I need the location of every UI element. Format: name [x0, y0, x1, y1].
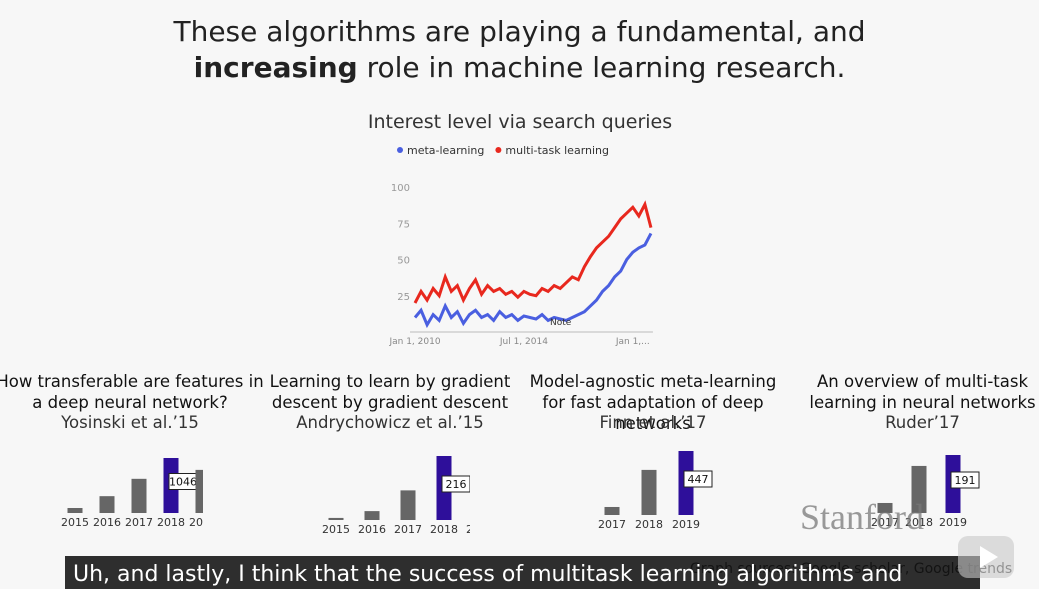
value-label: 216 — [441, 475, 470, 493]
x-tick-label: 2019 — [939, 516, 967, 529]
value-label-text: 447 — [688, 473, 709, 486]
bar — [400, 490, 416, 520]
legend-label: multi-task learning — [505, 144, 609, 157]
legend-dot — [397, 147, 403, 153]
x-tick-label: 2018 — [635, 518, 663, 531]
watermark: Stanford — [800, 497, 924, 537]
title-rest: role in machine learning research. — [366, 51, 846, 84]
paper-title: An overview of multi-task learning in ne… — [809, 372, 1036, 412]
x-tick-label: 2017 — [125, 516, 153, 529]
x-tick-label: 2017 — [598, 518, 626, 531]
bar-chart: 2015 2016 2017 2018 216 2019 — [322, 456, 470, 536]
bar — [364, 511, 380, 520]
slide-title: These algorithms are playing a fundament… — [173, 15, 866, 48]
paper-author: Ruder’17 — [885, 413, 960, 432]
paper-author: Andrychowicz et al.’15 — [296, 413, 484, 432]
value-label-text: 191 — [955, 474, 976, 487]
bar — [328, 517, 344, 520]
chart-title: Interest level via search queries — [368, 111, 672, 133]
x-tick-label: 2018 — [430, 523, 458, 536]
paper-title: Learning to learn by gradient descent by… — [269, 372, 511, 412]
line-series — [413, 200, 653, 304]
value-label-box — [683, 470, 713, 488]
x-tick-label: 2019 — [672, 518, 700, 531]
y-tick-label: 75 — [397, 219, 410, 230]
x-tick-label: 2015 — [322, 523, 350, 536]
value-label: 191 — [950, 471, 980, 489]
x-tick-label: 2019 — [189, 516, 203, 529]
x-tick-label: 2018 — [905, 516, 933, 529]
bar-chart: 2017 2018 2019 191 — [871, 455, 980, 529]
x-tick-label: 2018 — [157, 516, 185, 529]
y-tick-label: 50 — [397, 256, 410, 267]
x-tick-label: 2016 — [358, 523, 386, 536]
paper-title: How transferable are features in a deep … — [0, 372, 264, 412]
play-icon[interactable] — [956, 534, 1016, 580]
line-series — [413, 232, 653, 329]
value-label-box — [441, 475, 470, 493]
value-label-box — [950, 471, 980, 489]
bar — [67, 508, 83, 513]
x-tick-label: 2015 — [61, 516, 89, 529]
value-label: 447 — [683, 470, 713, 488]
paper-title: Model-agnostic meta-learning for fast ad… — [529, 372, 777, 433]
bar — [911, 465, 927, 513]
bar — [99, 496, 115, 513]
bar-chart: 2015 2016 2017 2018 1046 2019 — [61, 458, 203, 529]
x-tick-label: 2019 — [466, 523, 470, 536]
bar — [604, 506, 620, 515]
legend-label: meta-learning — [407, 144, 484, 157]
bar — [641, 469, 657, 515]
x-tick-label: Jan 1,... — [615, 337, 650, 347]
x-tick-label: 2017 — [394, 523, 422, 536]
slide-title-2: increasing role in machine learning rese… — [0, 51, 1039, 84]
bar — [877, 502, 893, 513]
value-label-text: 1046 — [169, 476, 197, 489]
paper-author: Finn et al.’17 — [599, 413, 707, 432]
title-bold: increasing — [193, 51, 358, 84]
line-chart: Interest level via search queries meta-le… — [368, 111, 672, 347]
x-tick-label: 2017 — [871, 516, 899, 529]
annotation: Note — [550, 318, 572, 328]
x-tick-label: Jan 1, 2010 — [388, 337, 440, 347]
y-tick-label: 25 — [397, 292, 410, 303]
bar-chart: 2017 2018 2019 447 — [598, 451, 713, 531]
subtitle-caption: Uh, and lastly, I think that the success… — [65, 556, 980, 589]
paper-author: Yosinski et al.’15 — [61, 413, 199, 432]
bar — [131, 478, 147, 513]
bar — [195, 469, 203, 513]
value-label-text: 216 — [446, 478, 467, 491]
x-tick-label: 2016 — [93, 516, 121, 529]
x-tick-label: Jul 1, 2014 — [499, 337, 548, 347]
value-label: 1046 — [168, 473, 198, 490]
y-tick-label: 100 — [391, 183, 410, 194]
legend-dot — [495, 147, 502, 153]
